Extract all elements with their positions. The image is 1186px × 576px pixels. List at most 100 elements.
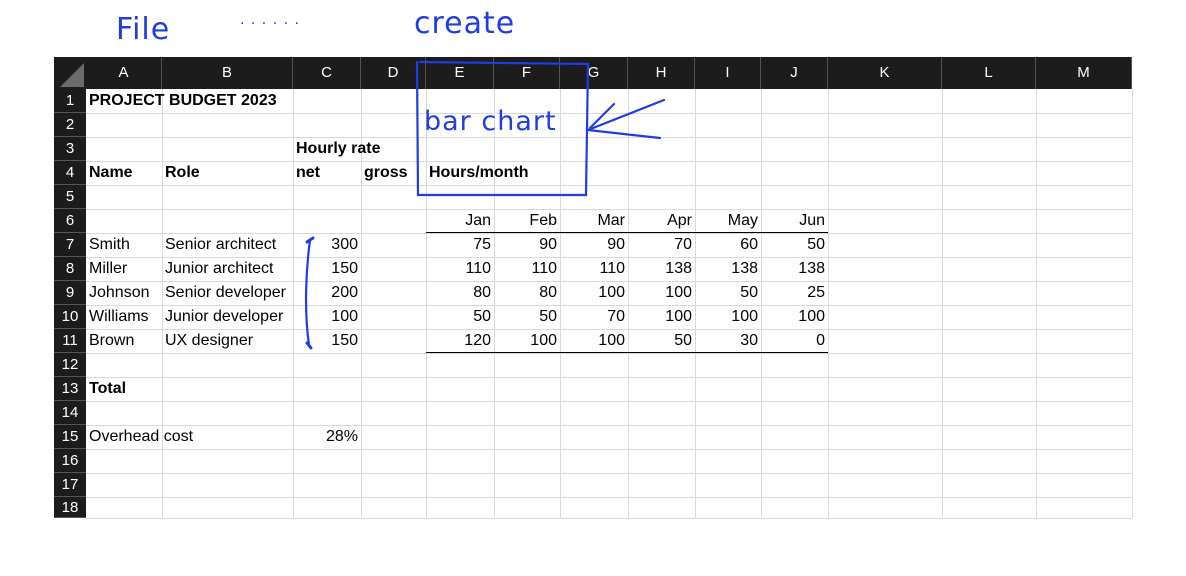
- hours-cell[interactable]: 110: [465, 260, 491, 277]
- hours-cell[interactable]: 50: [473, 308, 491, 325]
- hours-cell[interactable]: 110: [599, 260, 625, 277]
- hours-cell[interactable]: 90: [607, 236, 625, 253]
- row-header-10[interactable]: 10: [54, 305, 86, 329]
- hours-cell[interactable]: 25: [807, 284, 825, 301]
- hours-cell[interactable]: 50: [628, 329, 695, 353]
- select-all-corner[interactable]: [54, 57, 86, 89]
- person-rate-net[interactable]: 200: [331, 284, 358, 301]
- row-header-17[interactable]: 17: [54, 473, 86, 497]
- column-header-e[interactable]: E: [426, 57, 494, 89]
- row-header-3[interactable]: 3: [54, 137, 86, 161]
- month-header-jan[interactable]: Jan: [426, 209, 494, 233]
- month-header-may[interactable]: May: [695, 209, 761, 233]
- hours-cell[interactable]: 100: [494, 329, 560, 353]
- row-header-11[interactable]: 11: [54, 329, 86, 353]
- hours-cell[interactable]: 70: [607, 308, 625, 325]
- row-header-12[interactable]: 12: [54, 353, 86, 377]
- column-header-g[interactable]: G: [560, 57, 628, 89]
- month-header-mar[interactable]: Mar: [560, 209, 628, 233]
- gridline-vertical: [1036, 89, 1037, 518]
- row-header-2[interactable]: 2: [54, 113, 86, 137]
- column-header-k[interactable]: K: [828, 57, 942, 89]
- person-rate-net[interactable]: 150: [331, 332, 358, 349]
- row-header-1[interactable]: 1: [54, 89, 86, 113]
- row-header-8[interactable]: 8: [54, 257, 86, 281]
- column-header-c[interactable]: C: [293, 57, 361, 89]
- hours-cell[interactable]: 70: [674, 236, 692, 253]
- header-name[interactable]: Name: [89, 164, 133, 181]
- month-header-jun[interactable]: Jun: [761, 209, 828, 233]
- hours-cell[interactable]: 100: [665, 284, 692, 301]
- person-name[interactable]: Smith: [89, 236, 130, 253]
- column-header-j[interactable]: J: [761, 57, 828, 89]
- column-header-b[interactable]: B: [162, 57, 293, 89]
- header-role[interactable]: Role: [165, 164, 200, 181]
- hours-cell[interactable]: 50: [740, 284, 758, 301]
- header-hours-month[interactable]: Hours/month: [429, 164, 529, 181]
- hours-cell[interactable]: 138: [731, 260, 758, 277]
- gridline-vertical: [695, 89, 696, 518]
- hours-cell[interactable]: 138: [798, 260, 825, 277]
- person-name[interactable]: Williams: [89, 308, 149, 325]
- gridline-horizontal: [86, 377, 1132, 378]
- column-header-h[interactable]: H: [628, 57, 695, 89]
- person-name[interactable]: Miller: [89, 260, 128, 277]
- person-role[interactable]: Junior architect: [165, 260, 274, 277]
- hours-cell[interactable]: 100: [598, 284, 625, 301]
- hours-cell[interactable]: 0: [761, 329, 828, 353]
- hours-cell[interactable]: 30: [695, 329, 761, 353]
- hours-cell[interactable]: 80: [473, 284, 491, 301]
- row-header-13[interactable]: 13: [54, 377, 86, 401]
- row-header-14[interactable]: 14: [54, 401, 86, 425]
- hours-cell[interactable]: 75: [473, 236, 491, 253]
- row-header-7[interactable]: 7: [54, 233, 86, 257]
- hours-cell[interactable]: 100: [560, 329, 628, 353]
- gridline-horizontal: [86, 281, 1132, 282]
- person-role[interactable]: Senior developer: [165, 284, 286, 301]
- person-rate-net[interactable]: 150: [331, 260, 358, 277]
- person-role[interactable]: Junior developer: [165, 308, 284, 325]
- hours-cell[interactable]: 100: [731, 308, 758, 325]
- sheet-title[interactable]: PROJECT BUDGET 2023: [89, 92, 277, 109]
- person-role[interactable]: UX designer: [165, 332, 254, 349]
- row-header-4[interactable]: 4: [54, 161, 86, 185]
- row-header-9[interactable]: 9: [54, 281, 86, 305]
- hours-cell[interactable]: 100: [665, 308, 692, 325]
- hours-cell[interactable]: 110: [531, 260, 557, 277]
- hours-cell[interactable]: 80: [539, 284, 557, 301]
- hours-cell[interactable]: 60: [740, 236, 758, 253]
- month-header-feb[interactable]: Feb: [494, 209, 560, 233]
- hours-cell[interactable]: 50: [539, 308, 557, 325]
- month-header-apr[interactable]: Apr: [628, 209, 695, 233]
- gridline-horizontal: [86, 113, 1132, 114]
- total-label[interactable]: Total: [89, 380, 127, 397]
- gridline-horizontal: [86, 185, 1132, 186]
- hours-cell[interactable]: 120: [426, 329, 494, 353]
- column-header-l[interactable]: L: [942, 57, 1036, 89]
- hours-cell[interactable]: 100: [798, 308, 825, 325]
- hours-cell[interactable]: 50: [807, 236, 825, 253]
- person-name[interactable]: Brown: [89, 332, 135, 349]
- person-name[interactable]: Johnson: [89, 284, 150, 301]
- row-header-15[interactable]: 15: [54, 425, 86, 449]
- overhead-value[interactable]: 28%: [325, 428, 358, 445]
- row-header-5[interactable]: 5: [54, 185, 86, 209]
- column-header-a[interactable]: A: [86, 57, 162, 89]
- row-header-18[interactable]: 18: [54, 497, 86, 518]
- header-net[interactable]: net: [296, 164, 320, 181]
- row-header-6[interactable]: 6: [54, 209, 86, 233]
- overhead-label[interactable]: Overhead cost: [89, 428, 194, 445]
- column-header-m[interactable]: M: [1036, 57, 1132, 89]
- hours-cell[interactable]: 138: [665, 260, 692, 277]
- row-header-16[interactable]: 16: [54, 449, 86, 473]
- header-hourly-rate[interactable]: Hourly rate: [296, 140, 381, 157]
- hours-cell[interactable]: 90: [539, 236, 557, 253]
- person-rate-net[interactable]: 300: [331, 236, 358, 253]
- person-rate-net[interactable]: 100: [331, 308, 358, 325]
- person-role[interactable]: Senior architect: [165, 236, 277, 253]
- header-gross[interactable]: gross: [364, 164, 408, 181]
- column-header-i[interactable]: I: [695, 57, 761, 89]
- column-header-f[interactable]: F: [494, 57, 560, 89]
- column-header-d[interactable]: D: [361, 57, 426, 89]
- gridline-horizontal: [86, 137, 1132, 138]
